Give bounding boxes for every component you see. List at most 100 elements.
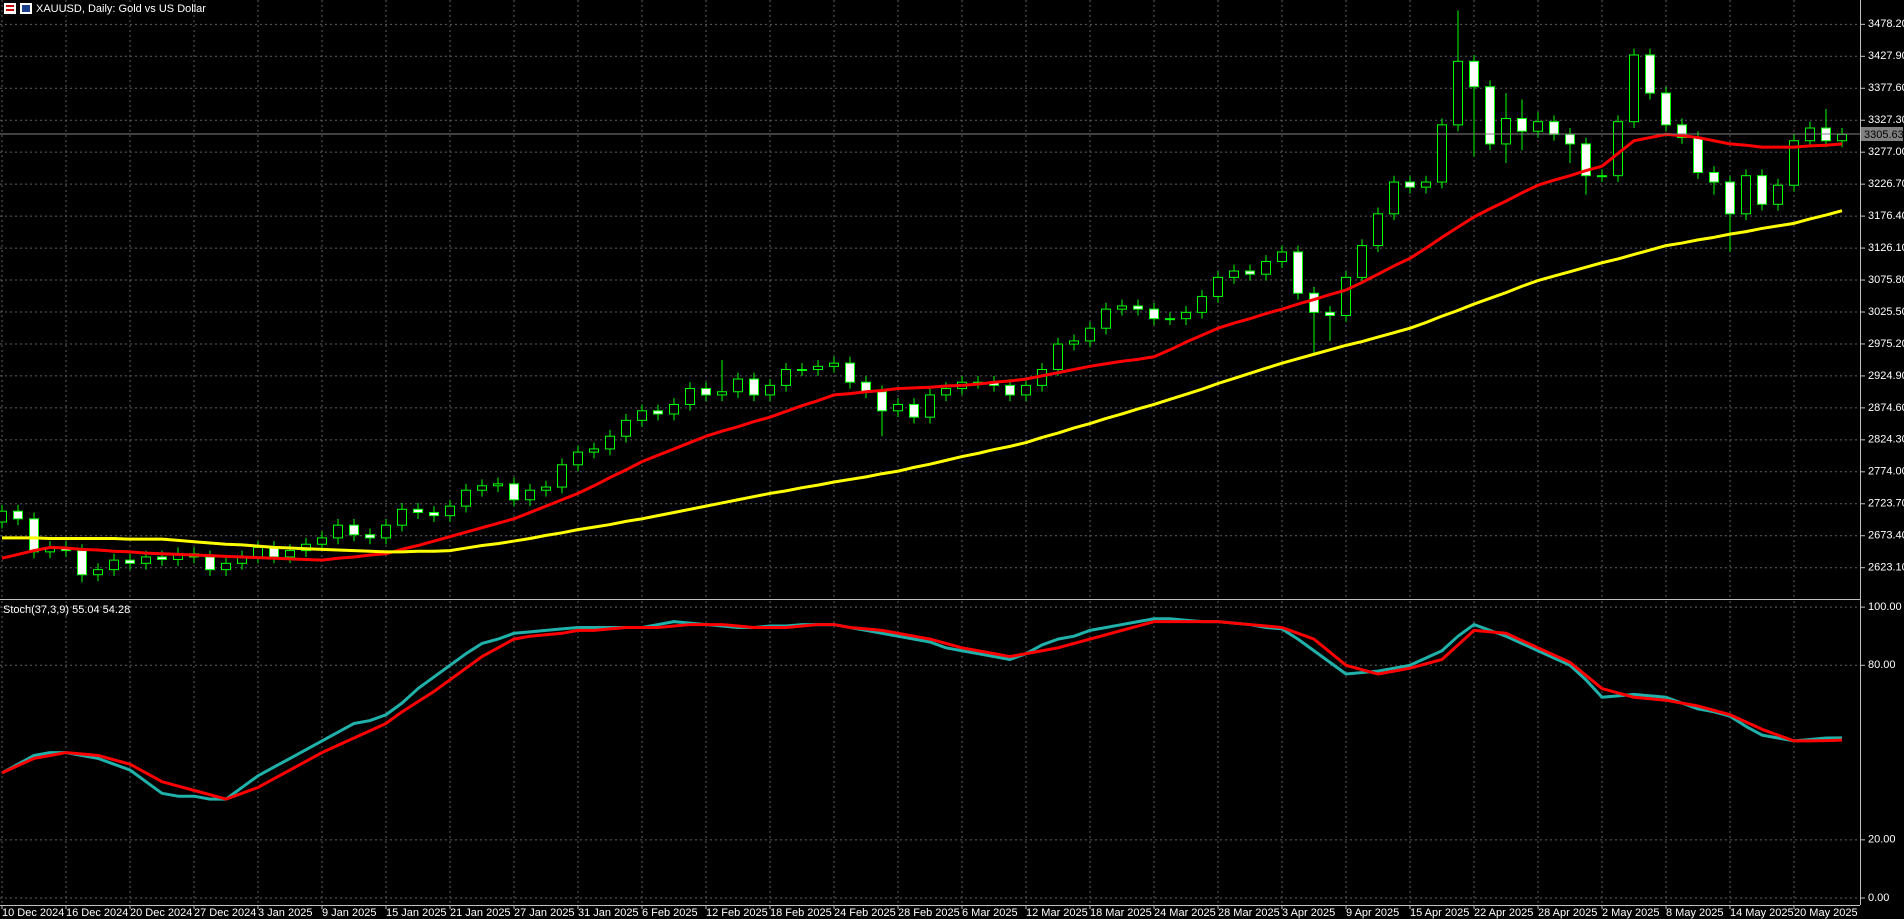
candle-body xyxy=(477,485,487,491)
candle-body xyxy=(1533,121,1543,132)
candle-body xyxy=(1677,124,1687,139)
x-tick-label: 3 Apr 2025 xyxy=(1282,907,1335,919)
candle-body xyxy=(909,403,919,418)
candle-body xyxy=(429,511,439,517)
candle-body xyxy=(877,391,887,412)
x-tick-label: 12 Mar 2025 xyxy=(1026,907,1088,919)
candle-body xyxy=(1277,251,1287,262)
x-tick-label: 12 Feb 2025 xyxy=(706,907,768,919)
last-price-box xyxy=(1861,126,1903,141)
candle-body xyxy=(1213,276,1223,297)
candle-body xyxy=(1485,86,1495,145)
candle-body xyxy=(749,378,759,396)
x-tick-label: 10 Dec 2024 xyxy=(2,907,64,919)
candle-body xyxy=(1581,143,1591,177)
candle-body xyxy=(1469,60,1479,88)
candle-body xyxy=(669,403,679,415)
y-tick-label: 2774.00 xyxy=(1868,466,1904,478)
candle-body xyxy=(317,537,327,545)
candle-body xyxy=(1181,311,1191,320)
x-tick-label: 16 Dec 2024 xyxy=(66,907,128,919)
candle-body xyxy=(1165,318,1175,321)
candle-body xyxy=(1597,175,1607,178)
candle-body xyxy=(157,556,167,560)
candle-body xyxy=(701,388,711,396)
x-tick-label: 2 May 2025 xyxy=(1602,907,1659,919)
candle-body xyxy=(0,510,7,523)
candle-body xyxy=(557,464,567,488)
y-tick-label: 3327.30 xyxy=(1868,114,1904,126)
candle-body xyxy=(1613,121,1623,177)
candle-body xyxy=(1325,311,1335,316)
x-tick-label: 24 Mar 2025 xyxy=(1154,907,1216,919)
x-tick-label: 22 Apr 2025 xyxy=(1474,907,1533,919)
candle-body xyxy=(1789,140,1799,186)
symbol-icons xyxy=(4,3,32,14)
icon xyxy=(6,9,14,11)
candle-body xyxy=(1661,92,1671,126)
y-tick-label: 3478.20 xyxy=(1868,18,1904,30)
y-tick-label: 2723.70 xyxy=(1868,498,1904,510)
candle-body xyxy=(1453,60,1463,126)
indicator-line xyxy=(1,617,1843,801)
chart-title: XAUUSD, Daily: Gold vs US Dollar xyxy=(36,3,206,15)
icon xyxy=(6,5,14,7)
x-tick-label: 27 Dec 2024 xyxy=(194,907,256,919)
candle-body xyxy=(13,510,23,520)
y-tick-label: 3075.80 xyxy=(1868,274,1904,286)
candle-body xyxy=(1437,124,1447,183)
candle-body xyxy=(1229,270,1239,278)
x-tick-label: 27 Jan 2025 xyxy=(514,907,575,919)
candle-body xyxy=(381,524,391,539)
x-tick-label: 3 Jan 2025 xyxy=(258,907,312,919)
x-tick-label: 15 Apr 2025 xyxy=(1410,907,1469,919)
candle-body xyxy=(1197,295,1207,313)
y-tick-label: 3427.90 xyxy=(1868,50,1904,62)
candle-body xyxy=(605,435,615,450)
candle-body xyxy=(893,403,903,412)
candle-body xyxy=(1245,270,1255,275)
candle-body xyxy=(813,365,823,371)
candle-body xyxy=(1373,213,1383,247)
candle-body xyxy=(1421,181,1431,188)
y-tick-label: 3226.70 xyxy=(1868,178,1904,190)
candle-body xyxy=(765,384,775,396)
moving-average xyxy=(1,132,1843,562)
y-tick-label: 3377.60 xyxy=(1868,82,1904,94)
text-layer: XAUUSD, Daily: Gold vs US Dollar 3478.20 3… xyxy=(2,3,1904,919)
x-tick-label: 28 Apr 2025 xyxy=(1538,907,1597,919)
candle-body xyxy=(1837,133,1847,142)
candle-body xyxy=(1405,181,1415,188)
candle-body xyxy=(509,483,519,501)
candle-body xyxy=(845,362,855,383)
candle-body xyxy=(733,378,743,393)
candle-body xyxy=(285,550,295,558)
candle-body xyxy=(1389,181,1399,215)
x-tick-label: 21 Jan 2025 xyxy=(450,907,511,919)
candle-body xyxy=(413,508,423,513)
candle-body xyxy=(1501,118,1511,145)
y-tick-label: 3277.00 xyxy=(1868,146,1904,158)
x-tick-label: 6 Feb 2025 xyxy=(642,907,698,919)
candle-body xyxy=(333,524,343,539)
y-tick-label: 2623.10 xyxy=(1868,562,1904,574)
candle-body xyxy=(1741,175,1751,215)
candle-body xyxy=(1757,175,1767,205)
candle-body xyxy=(685,388,695,405)
candle-body xyxy=(797,369,807,372)
x-tick-label: 18 Mar 2025 xyxy=(1090,907,1152,919)
candle-body xyxy=(573,451,583,466)
last-price-label: 3305.63 xyxy=(1864,129,1904,141)
indicator-title: Stoch(37,3,9) 55.04 54.28 xyxy=(3,604,130,616)
candle-body xyxy=(541,486,551,491)
candle-body xyxy=(781,369,791,386)
candle-body xyxy=(1261,260,1271,275)
candle-body xyxy=(253,546,263,558)
candle-body xyxy=(1517,118,1527,132)
candle-body xyxy=(829,362,839,367)
candle-body xyxy=(1117,305,1127,310)
candle-body xyxy=(141,556,151,564)
candle-body xyxy=(461,489,471,507)
candle-body xyxy=(717,391,727,396)
candle-body xyxy=(1341,276,1351,316)
